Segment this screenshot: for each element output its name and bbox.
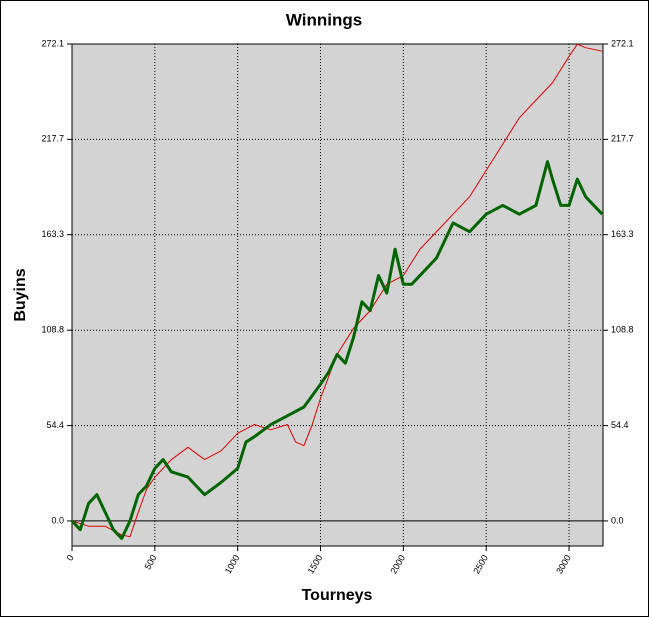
y2-tick-label: 0.0 bbox=[611, 515, 624, 525]
y-tick-label: 217.7 bbox=[41, 134, 64, 144]
y2-tick-label: 272.1 bbox=[611, 38, 634, 48]
y2-tick-label: 217.7 bbox=[611, 134, 634, 144]
y2-tick-label: 163.3 bbox=[611, 229, 634, 239]
line-series bbox=[71, 43, 603, 538]
y-tick-label: 272.1 bbox=[41, 38, 64, 48]
x-axis-label: Tourneys bbox=[302, 587, 373, 604]
chart-title: Winnings bbox=[286, 10, 362, 29]
plot-area bbox=[71, 43, 604, 547]
y-tick-label: 108.8 bbox=[41, 325, 64, 335]
x-tick-label: 0 bbox=[65, 553, 76, 562]
y-axis-label: Buyins bbox=[12, 268, 29, 321]
y-tick-label: 54.4 bbox=[46, 420, 64, 430]
y-tick-label: 0.0 bbox=[51, 515, 64, 525]
y-tick-label: 163.3 bbox=[41, 229, 64, 239]
y2-tick-label: 54.4 bbox=[611, 420, 629, 430]
line-series bbox=[70, 160, 604, 540]
y2-tick-label: 108.8 bbox=[611, 325, 634, 335]
